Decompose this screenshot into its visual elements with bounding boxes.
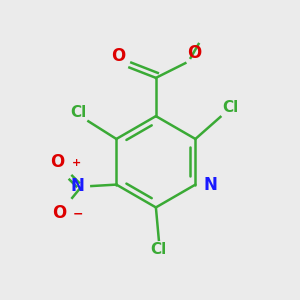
Text: N: N <box>70 177 84 195</box>
Text: O: O <box>112 47 126 65</box>
Text: Cl: Cl <box>71 105 87 120</box>
Text: +: + <box>72 158 81 167</box>
Text: O: O <box>51 153 65 171</box>
Text: Cl: Cl <box>222 100 238 116</box>
Text: N: N <box>203 176 217 194</box>
Text: O: O <box>52 204 66 222</box>
Text: −: − <box>73 208 84 220</box>
Text: Cl: Cl <box>151 242 167 257</box>
Text: O: O <box>187 44 201 62</box>
